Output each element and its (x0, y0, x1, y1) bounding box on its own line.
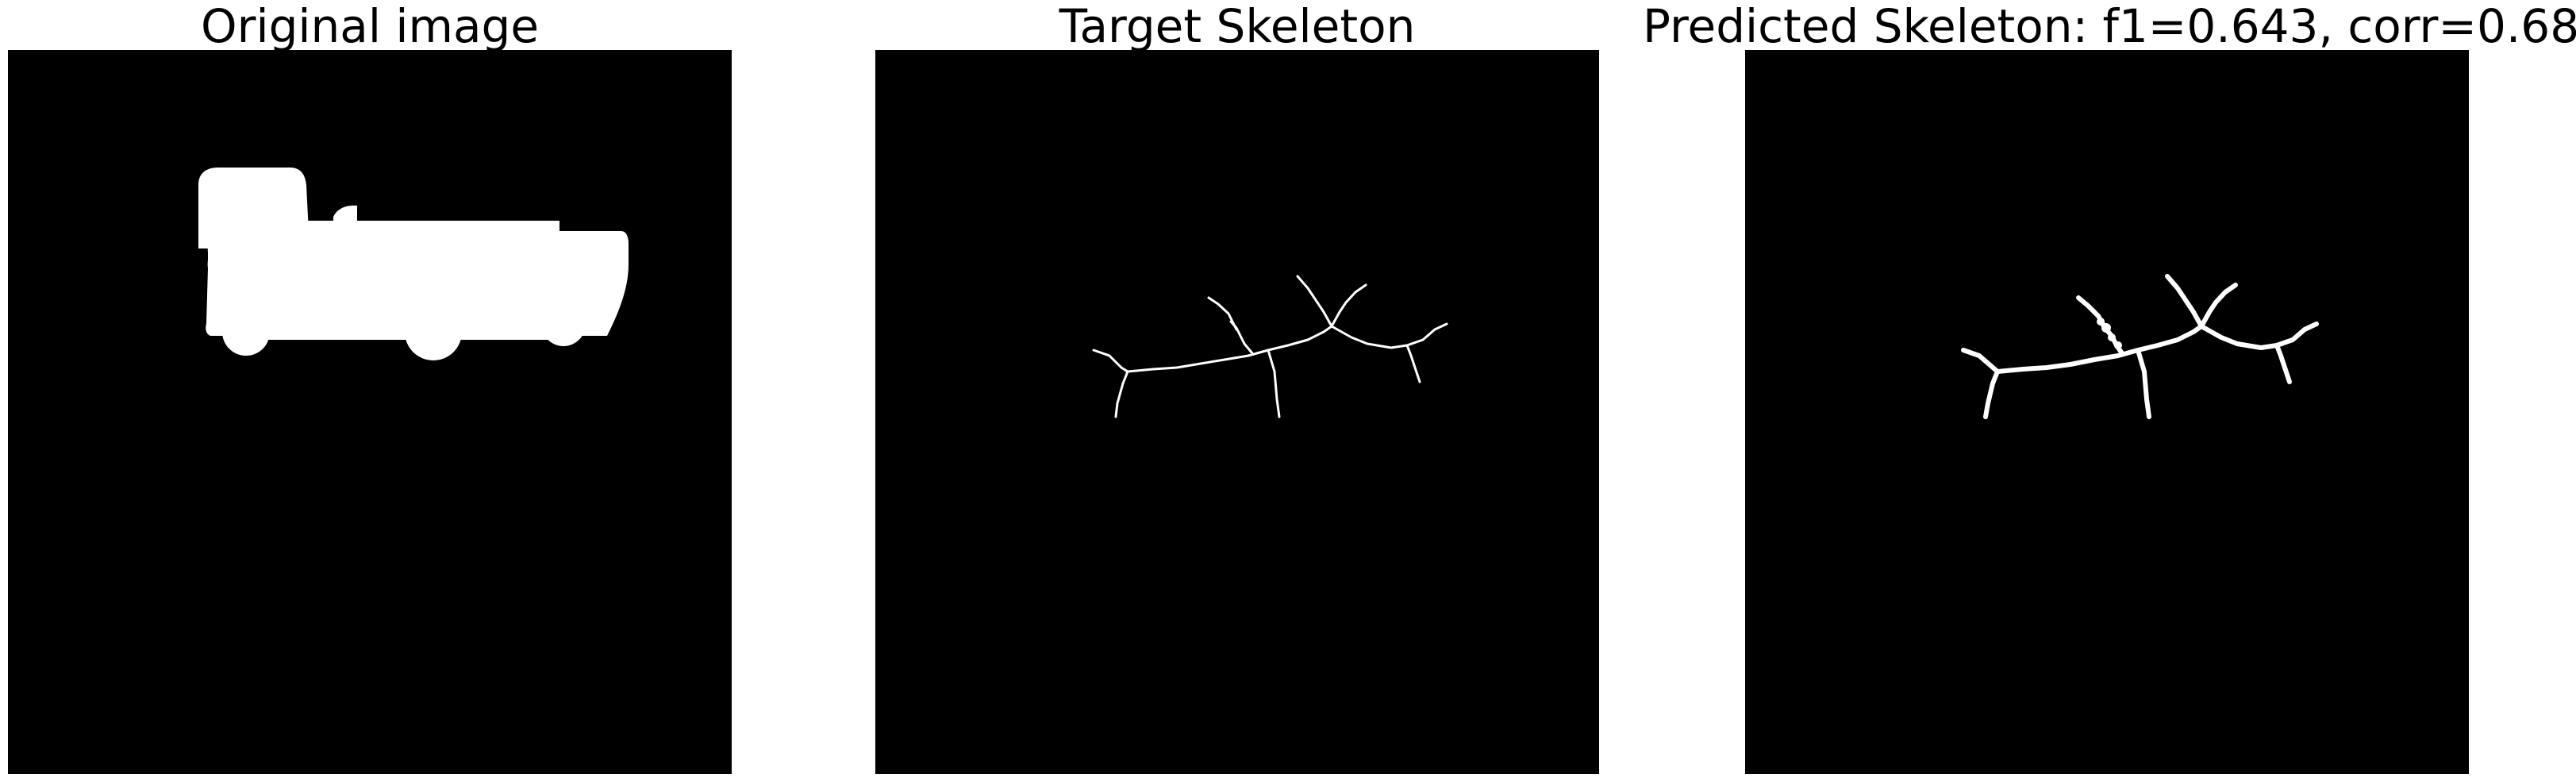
target-skeleton (1092, 275, 1448, 418)
original-image-panel (8, 50, 732, 774)
target-skeleton-panel (875, 50, 1599, 774)
panel-title-predicted: Predicted Skeleton: f1=0.643, corr=0.686 (1643, 0, 2576, 53)
panel-title-original: Original image (200, 0, 540, 53)
predicted-skeleton (1961, 274, 2319, 419)
panel-title-target: Target Skeleton (1059, 0, 1416, 53)
truck-silhouette (198, 168, 629, 360)
predicted-skeleton-panel (1745, 50, 2469, 774)
